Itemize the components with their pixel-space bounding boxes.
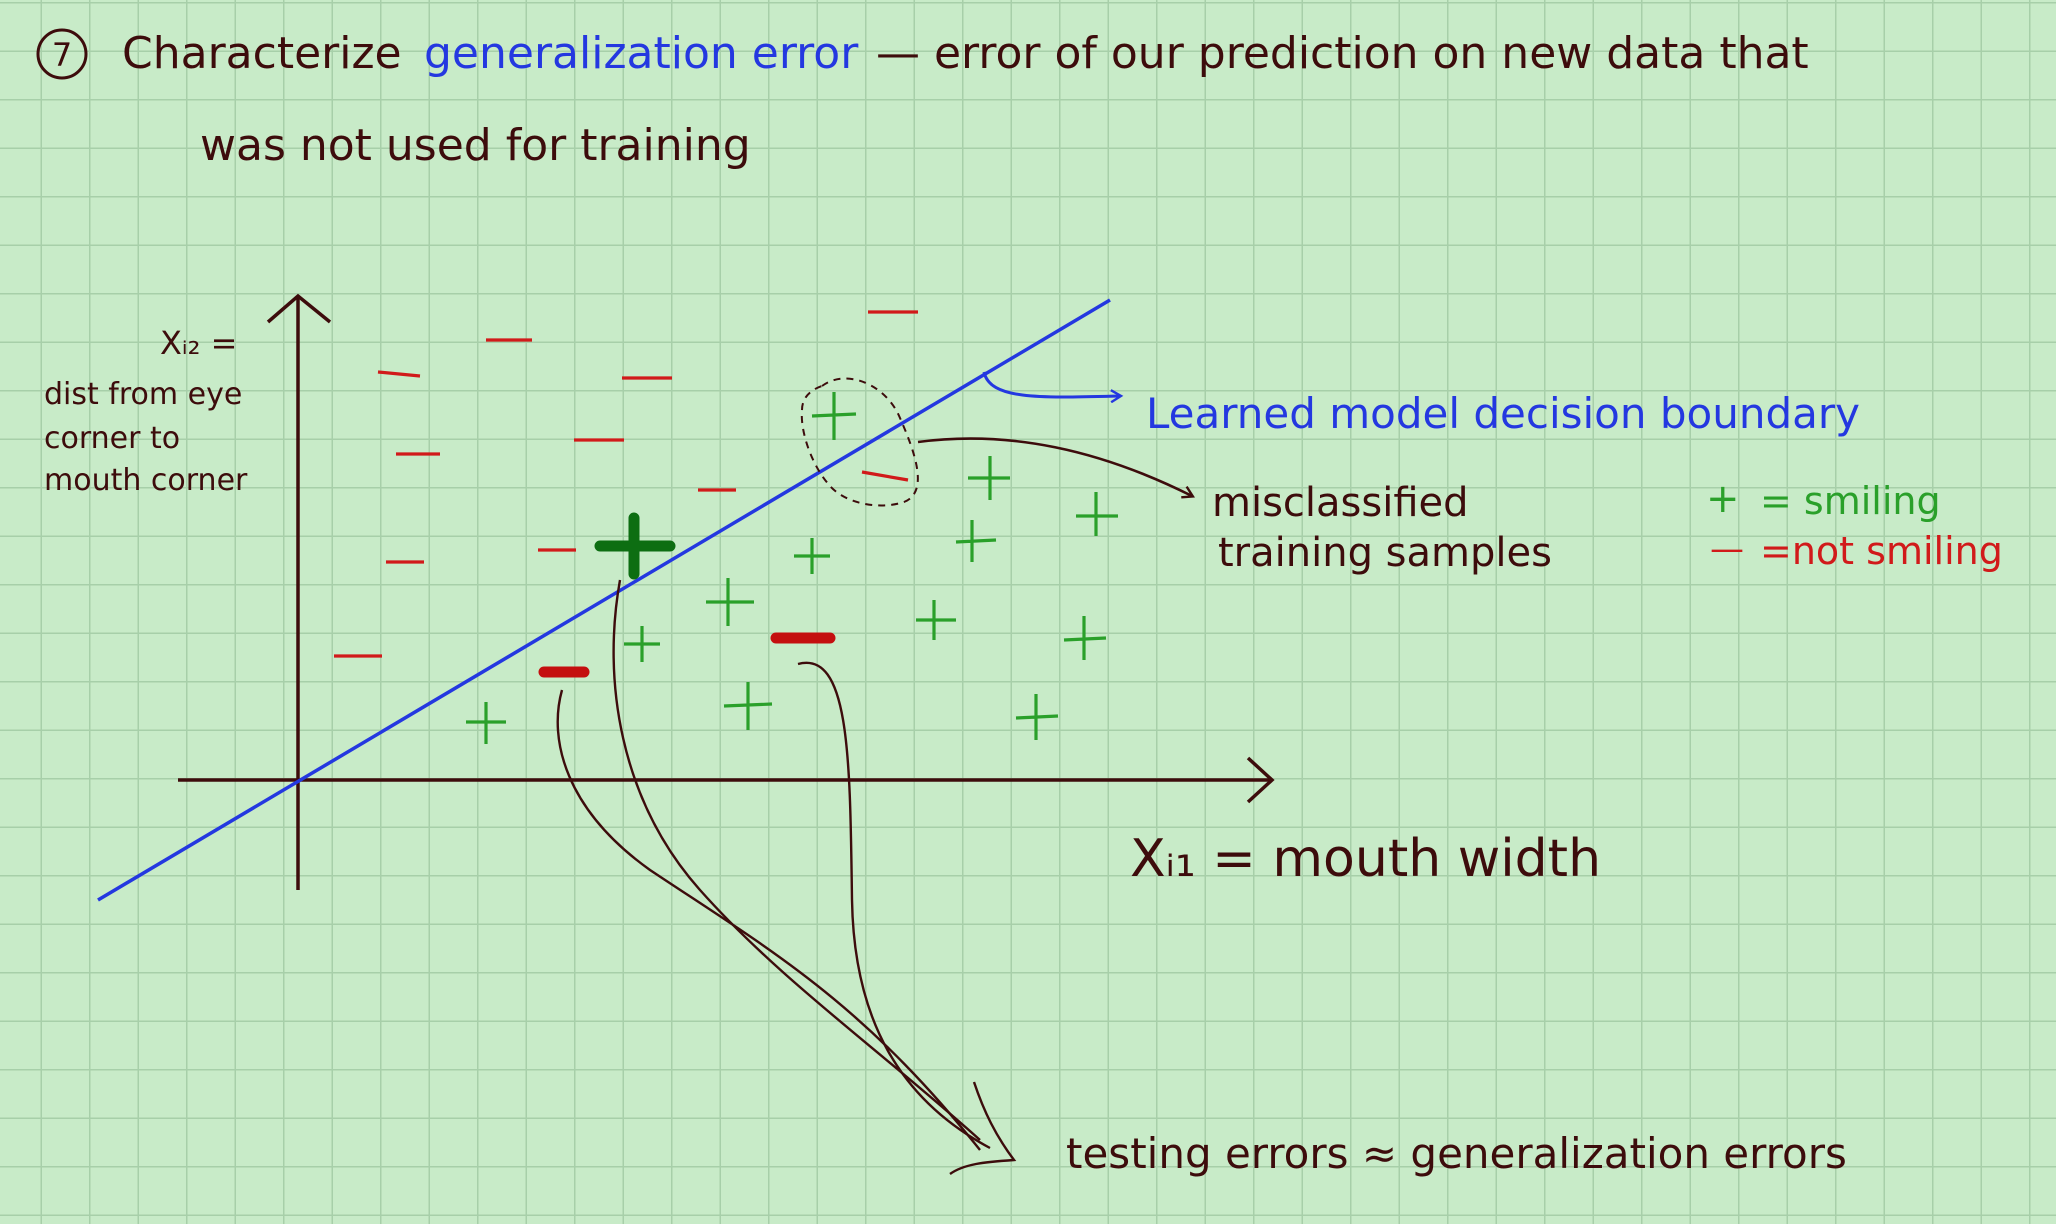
misclassified-annotation-line2: training samples: [1218, 530, 1552, 576]
y-axis-label-line4: mouth corner: [44, 463, 248, 498]
test-error-plus: [594, 512, 676, 580]
positive-sample: [1076, 492, 1118, 536]
y-axis-label-line3: corner to: [44, 421, 180, 456]
misclassified-group: [800, 377, 1192, 507]
positive-sample: [794, 538, 830, 574]
test-pointer-arrowhead: [949, 1081, 1017, 1175]
test-pointer-curve: [612, 579, 981, 1141]
legend-minus-symbol: —: [1710, 529, 1744, 569]
step-number-circle: [36, 28, 88, 80]
positive-sample: [624, 626, 660, 662]
x-axis-arrowhead: [1246, 756, 1275, 804]
positive-sample: [1063, 616, 1107, 660]
boundary-annotation: Learned model decision boundary: [1146, 389, 1860, 438]
legend-plus-text: = smiling: [1760, 479, 1941, 523]
positive-sample: [1015, 694, 1059, 740]
positive-sample: [706, 578, 754, 626]
positive-samples: [466, 456, 1118, 744]
decision-boundary-line: [97, 298, 1111, 902]
test-pointer-curve: [797, 661, 991, 1150]
heading: 7 Characterize generalization error — er…: [36, 28, 1809, 171]
test-error-pointers: [556, 579, 1017, 1175]
misclassified-annotation-line1: misclassified: [1212, 480, 1469, 526]
misclassified-minus: [861, 470, 909, 482]
positive-sample: [955, 520, 997, 562]
positive-sample: [968, 456, 1010, 500]
y-axis-label-var: Xᵢ₂ =: [160, 324, 237, 362]
test-pointer-curve: [556, 689, 981, 1151]
y-axis-arrowhead: [266, 293, 332, 324]
y-axis-label-line2: dist from eye: [44, 377, 242, 412]
test-samples: [538, 512, 836, 678]
misclassified-plus: [811, 392, 857, 440]
step-number: 7: [52, 36, 72, 74]
misclassified-pointer-arrow: [917, 437, 1192, 496]
legend-minus-text: =not smiling: [1760, 529, 2003, 573]
heading-term: generalization error: [424, 28, 859, 79]
misclassified-dashed-circle: [800, 377, 919, 507]
heading-prefix: Characterize: [122, 28, 402, 79]
negative-sample: [377, 370, 421, 378]
legend-plus-symbol: +: [1706, 476, 1740, 522]
y-axis-label: Xᵢ₂ = dist from eye corner to mouth corn…: [44, 324, 248, 498]
positive-sample: [916, 600, 956, 640]
positive-sample: [466, 702, 506, 744]
heading-definition: — error of our prediction on new data th…: [876, 28, 1809, 79]
negative-samples: [334, 310, 918, 658]
boundary-pointer-arrow: [982, 371, 1120, 397]
x-axis-label: Xᵢ₁ = mouth width: [1130, 829, 1601, 889]
axes: [178, 293, 1275, 890]
positive-sample: [723, 682, 773, 730]
heading-line2: was not used for training: [200, 120, 751, 171]
testing-annotation: testing errors ≈ generalization errors: [1066, 1129, 1847, 1178]
legend: + = smiling — =not smiling: [1706, 476, 2003, 573]
